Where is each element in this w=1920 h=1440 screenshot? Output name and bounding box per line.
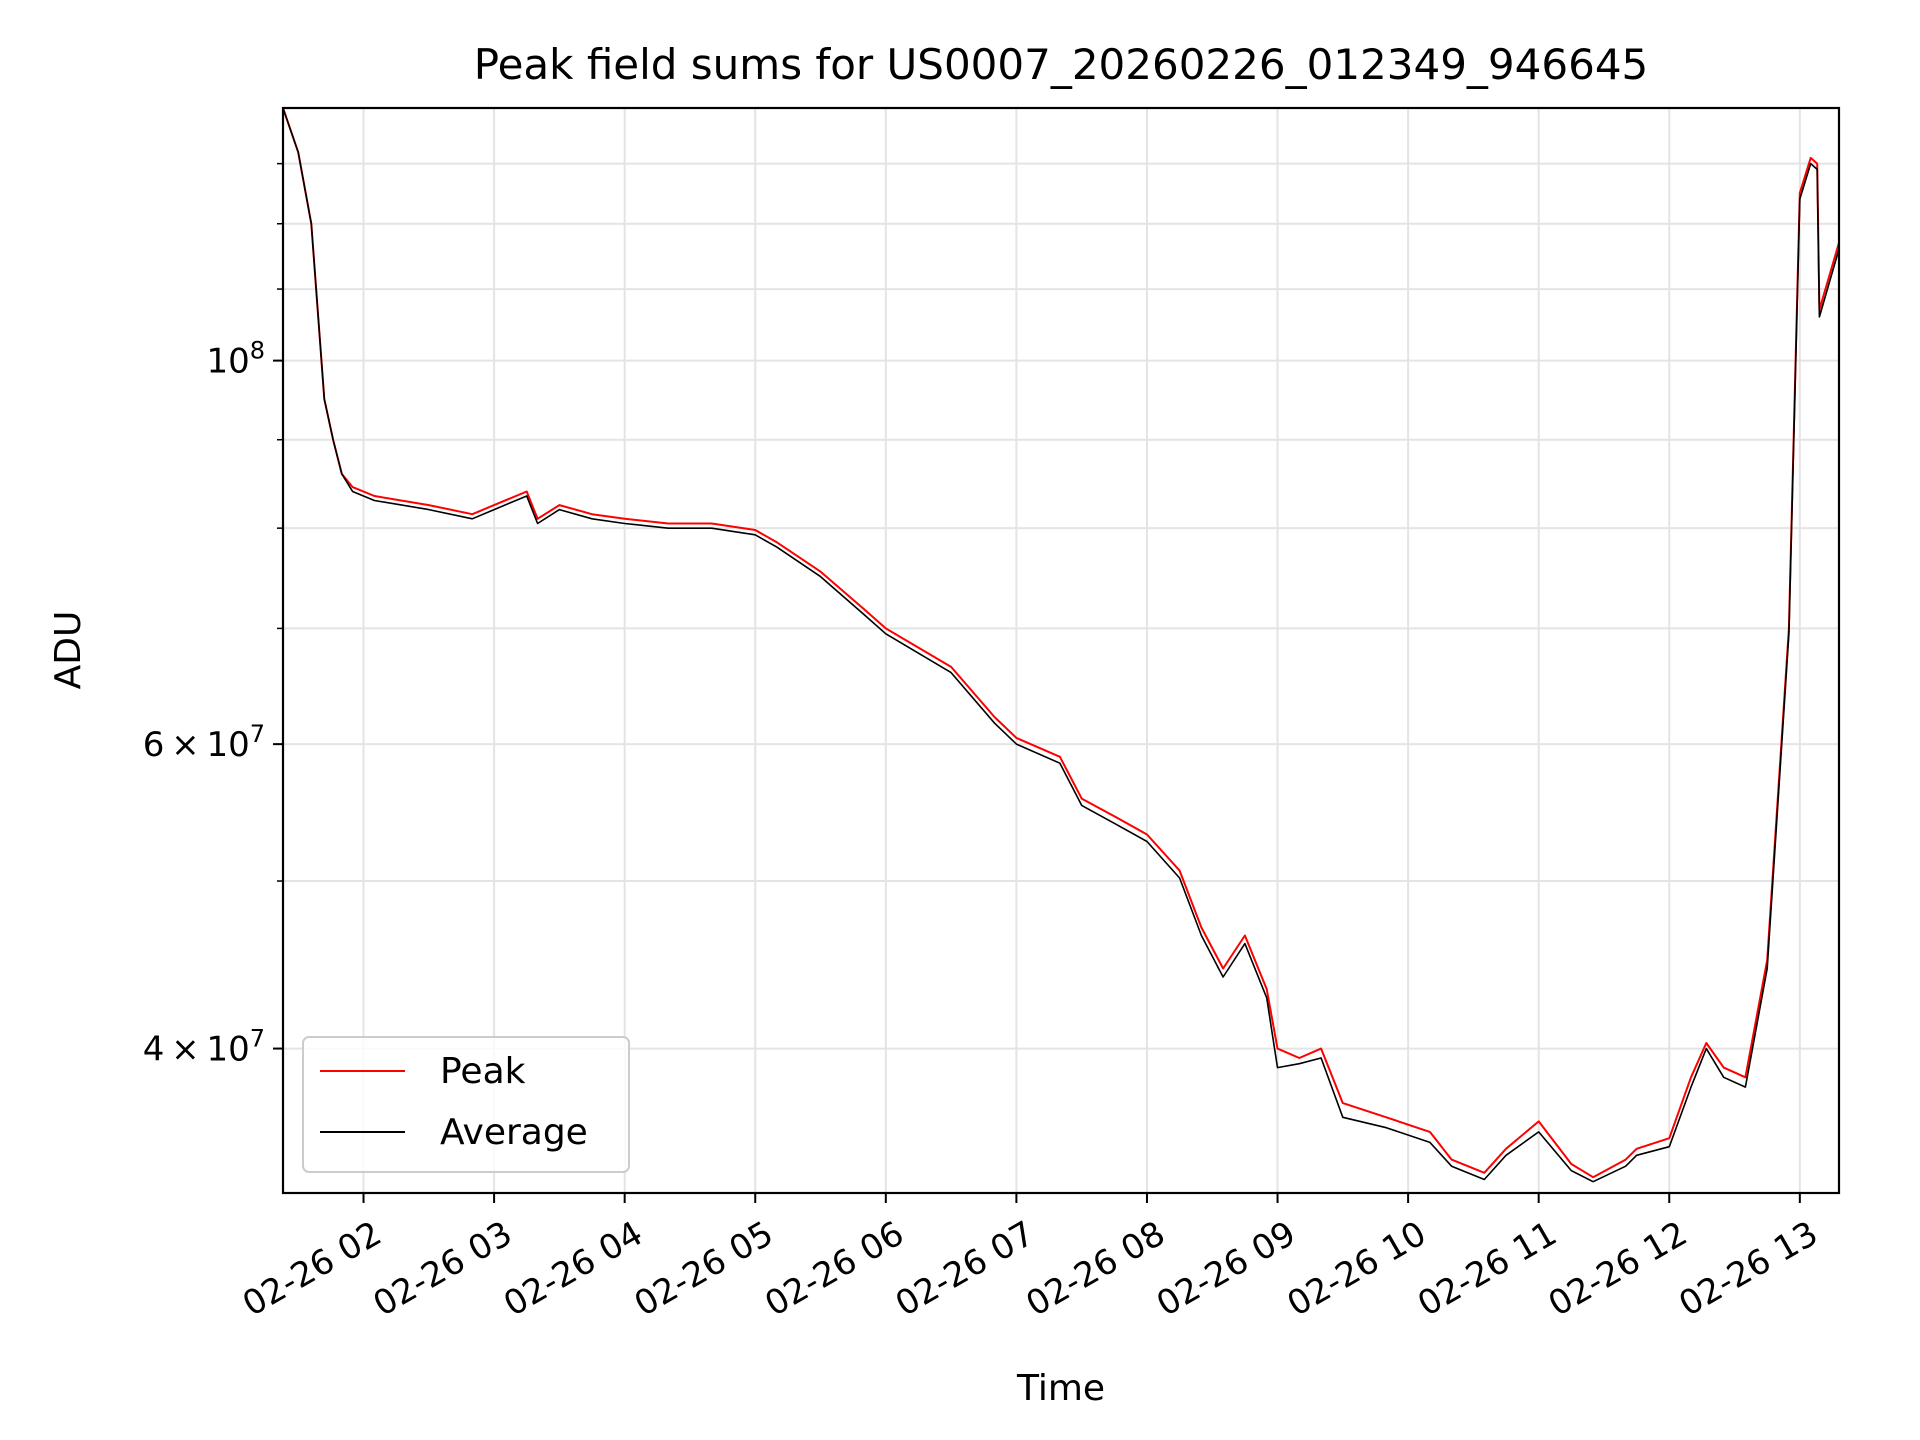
y-tick-exponent: 8 xyxy=(250,337,265,365)
series-line-average xyxy=(282,107,1840,1183)
y-tick-exponent: 7 xyxy=(250,720,265,748)
series-line-peak xyxy=(282,107,1840,1179)
y-tick-times: × xyxy=(164,1030,206,1070)
y-tick-label: 108 xyxy=(206,337,265,382)
y-tick-exponent: 7 xyxy=(250,1025,265,1053)
y-tick-mantissa: 6 xyxy=(143,725,165,765)
y-tick-mantissa: 4 xyxy=(143,1030,165,1070)
y-tick-label: 4 × 107 xyxy=(143,1025,265,1070)
chart-title: Peak field sums for US0007_20260226_0123… xyxy=(474,40,1649,89)
plot-frame xyxy=(281,106,1841,1195)
x-axis-label: Time xyxy=(1016,1368,1105,1409)
series-group xyxy=(282,107,1840,1183)
y-tick-base: 10 xyxy=(206,1030,249,1070)
y-tick-base: 10 xyxy=(206,342,249,382)
y-tick-label: 6 × 107 xyxy=(143,720,265,765)
legend-label-average: Average xyxy=(440,1112,588,1153)
y-axis-label: ADU xyxy=(48,611,89,690)
legend-label-peak: Peak xyxy=(440,1051,526,1092)
legend: Peak Average xyxy=(302,1036,630,1173)
y-tick-times: × xyxy=(164,725,206,765)
grid xyxy=(283,108,1839,1193)
y-tick-base: 10 xyxy=(206,725,249,765)
